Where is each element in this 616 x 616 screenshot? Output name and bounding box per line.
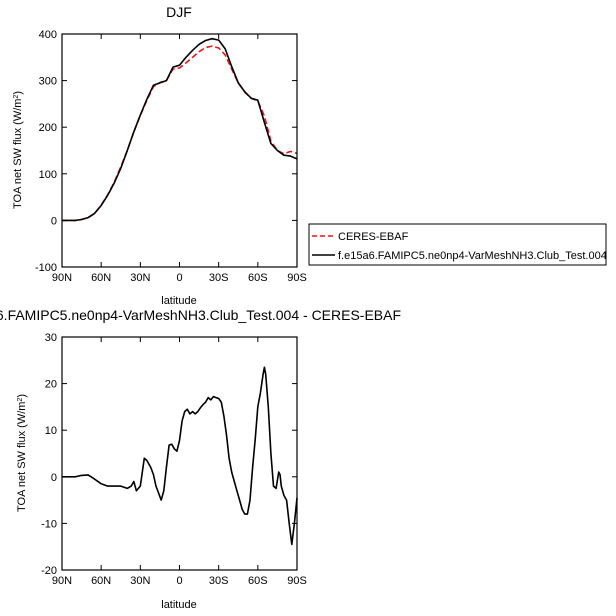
chart-top-xtick-label: 60S bbox=[248, 272, 268, 284]
chart-bottom-ylabel-end: ) bbox=[16, 394, 28, 398]
legend-label-ceres: CERES-EBAF bbox=[338, 231, 409, 243]
chart-bottom-plot-frame bbox=[61, 336, 298, 571]
chart-bottom-xtick-label: 60N bbox=[91, 575, 111, 587]
chart-top-series-group bbox=[62, 37, 298, 222]
chart-top-ytick-label: 300 bbox=[39, 76, 57, 88]
chart-bottom-ytick-label: 30 bbox=[45, 332, 57, 344]
chart-bottom-ytick-label: 10 bbox=[45, 425, 57, 437]
chart-top-plot-frame bbox=[61, 33, 298, 268]
chart-bottom-axes: 90N 60N 30N 0 30S 60S 90S -20 -10 0 10 20 30 bbox=[41, 332, 307, 587]
chart-top-xtick-label: 90S bbox=[287, 272, 307, 284]
chart-bottom-ytick-label: 20 bbox=[45, 379, 57, 391]
chart-bottom-ytick-label: -20 bbox=[41, 565, 57, 577]
chart-bottom-xtick-label: 90S bbox=[287, 575, 307, 587]
chart-bottom-xtick-label: 90N bbox=[52, 575, 72, 587]
chart-top-series-line-0 bbox=[62, 45, 298, 222]
chart-top-ylabel-sup: 2 bbox=[13, 95, 20, 99]
chart-bottom-ylabel: TOA net SW flux (W/m2) bbox=[16, 394, 28, 512]
chart-bottom-xlabel: latitude bbox=[161, 599, 196, 611]
legend-frame bbox=[308, 223, 607, 266]
chart-top: DJF TOA net SW flux (W/m2) latitude 90N 6… bbox=[12, 4, 307, 307]
chart-top-xtick-label: 30N bbox=[130, 272, 150, 284]
chart-top-legend: CERES-EBAF f.e15a6.FAMIPC5.ne0np4-VarMes… bbox=[308, 223, 607, 266]
chart-top-ylabel-main: TOA net SW flux (W/m bbox=[12, 99, 24, 209]
chart-bottom-ytick-label: 0 bbox=[51, 472, 57, 484]
chart-top-series-line-1 bbox=[62, 37, 298, 222]
legend-label-model: f.e15a6.FAMIPC5.ne0np4-VarMeshNH3.Club_T… bbox=[338, 250, 607, 262]
chart-top-ylabel-end: ) bbox=[12, 91, 24, 95]
chart-top-ytick-label: 200 bbox=[39, 122, 57, 134]
chart-top-xlabel: latitude bbox=[161, 295, 196, 307]
chart-top-title: DJF bbox=[166, 4, 192, 20]
chart-top-ytick-label: 100 bbox=[39, 169, 57, 181]
chart-bottom-xtick-label: 30S bbox=[209, 575, 229, 587]
chart-top-xtick-label: 60N bbox=[91, 272, 111, 284]
chart-top-ytick-label: 400 bbox=[39, 29, 57, 41]
chart-bottom: f.e15a6.FAMIPC5.ne0np4-VarMeshNH3.Club_T… bbox=[0, 307, 401, 611]
chart-top-xtick-label: 90N bbox=[52, 272, 72, 284]
chart-top-ytick-label: 0 bbox=[51, 215, 57, 227]
chart-bottom-xtick-label: 0 bbox=[176, 575, 182, 587]
chart-top-ytick-label: -100 bbox=[35, 262, 57, 274]
chart-top-axes: 90N 60N 30N 0 30S 60S 90S -100 0 100 200 300 400 bbox=[35, 29, 307, 284]
chart-bottom-xtick-label: 30N bbox=[130, 575, 150, 587]
chart-bottom-xtick-label: 60S bbox=[248, 575, 268, 587]
chart-bottom-ytick-label: -10 bbox=[41, 518, 57, 530]
chart-bottom-title: f.e15a6.FAMIPC5.ne0np4-VarMeshNH3.Club_T… bbox=[0, 307, 401, 323]
chart-bottom-series-group bbox=[62, 366, 298, 546]
chart-top-xtick-label: 30S bbox=[209, 272, 229, 284]
chart-bottom-series-line-0 bbox=[62, 366, 298, 546]
chart-bottom-ylabel-main: TOA net SW flux (W/m bbox=[16, 402, 28, 512]
chart-top-ylabel: TOA net SW flux (W/m2) bbox=[12, 91, 24, 209]
chart-top-xtick-label: 0 bbox=[176, 272, 182, 284]
chart-bottom-ylabel-sup: 2 bbox=[17, 398, 24, 402]
